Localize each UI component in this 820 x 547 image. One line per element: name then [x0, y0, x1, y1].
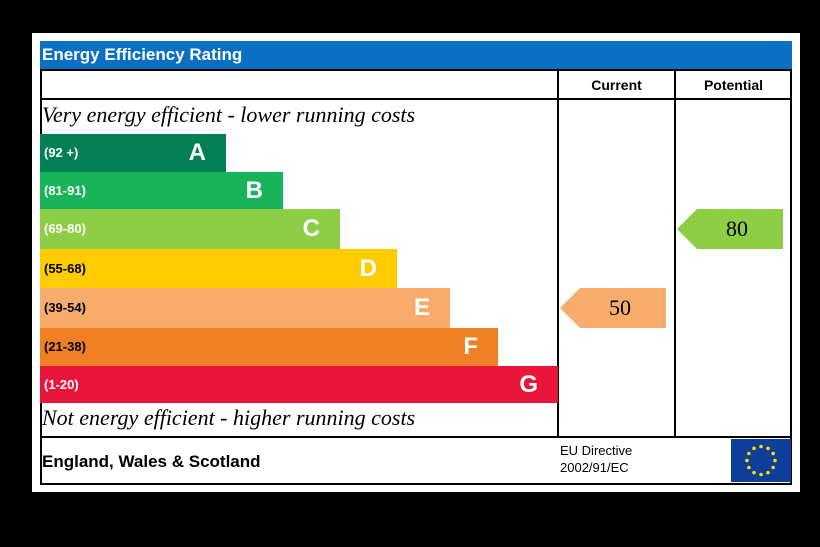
band-letter: C — [302, 215, 320, 242]
eu-star — [752, 470, 756, 475]
eu-star — [747, 465, 751, 470]
column-header-potential: Potential — [703, 77, 764, 93]
rating-band-e: (39-54) E — [40, 288, 450, 328]
eu-flag-icon — [731, 439, 791, 482]
eu-star — [771, 465, 775, 470]
divider — [557, 69, 559, 438]
band-letter: A — [188, 139, 206, 166]
chart-title: Energy Efficiency Rating — [40, 41, 792, 69]
column-header-current: Current — [591, 77, 642, 93]
bottom-caption: Not energy efficient - higher running co… — [42, 405, 416, 430]
band-range: (55-68) — [44, 261, 86, 276]
band-letter: G — [519, 371, 538, 398]
region-label: England, Wales & Scotland — [42, 452, 261, 471]
divider — [40, 98, 792, 100]
rating-band-b: (81-91) B — [40, 172, 283, 209]
divider — [40, 436, 792, 438]
eu-star — [747, 451, 751, 456]
band-range: (92 +) — [44, 145, 79, 160]
band-letter: D — [359, 255, 377, 282]
band-letter: E — [413, 294, 430, 321]
rating-band-f: (21-38) F — [40, 328, 498, 366]
rating-band-c: (69-80) C — [40, 209, 340, 249]
eu-star — [766, 446, 770, 451]
band-range: (39-54) — [44, 300, 86, 315]
eu-star — [773, 458, 777, 463]
eu-star — [745, 458, 749, 463]
directive-line1: EU Directive — [560, 443, 633, 458]
band-range: (1-20) — [44, 377, 79, 392]
band-letter: B — [245, 177, 263, 204]
potential-rating-value: 80 — [726, 216, 748, 241]
current-rating-arrow: 50 — [560, 288, 666, 328]
top-caption: Very energy efficient - lower running co… — [42, 102, 416, 127]
eu-star — [759, 444, 763, 449]
potential-rating-arrow: 80 — [677, 209, 783, 249]
eu-directive: EU Directive 2002/91/EC — [560, 442, 632, 476]
eu-star — [766, 470, 770, 475]
band-range: (69-80) — [44, 221, 86, 236]
rating-band-g: (1-20) G — [40, 366, 558, 403]
eu-star — [759, 472, 763, 477]
band-letter: F — [463, 333, 478, 360]
directive-line2: 2002/91/EC — [560, 460, 629, 475]
eu-star — [752, 446, 756, 451]
band-range: (21-38) — [44, 339, 86, 354]
divider — [674, 69, 676, 438]
eu-star — [771, 451, 775, 456]
current-rating-value: 50 — [609, 295, 631, 320]
rating-band-a: (92 +) A — [40, 134, 226, 172]
band-range: (81-91) — [44, 183, 86, 198]
rating-band-d: (55-68) D — [40, 249, 397, 288]
